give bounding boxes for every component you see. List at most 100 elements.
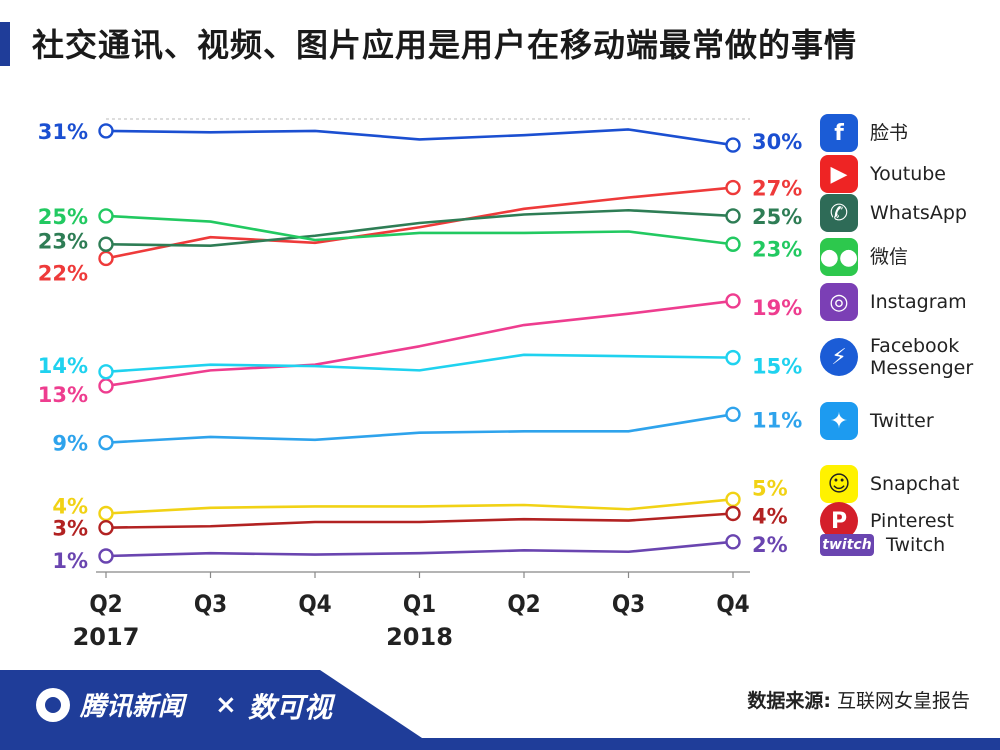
x-tick-label: Q4 (298, 590, 331, 618)
messenger-icon: ⚡ (820, 338, 858, 376)
x-year-label: 2017 (73, 623, 140, 651)
footer-band (0, 670, 1000, 750)
legend-label: Pinterest (870, 510, 954, 532)
series-end-point (725, 349, 741, 366)
facebook-icon: f (820, 114, 858, 152)
x-tick-label: Q3 (194, 590, 227, 618)
legend-item: P Pinterest (820, 502, 954, 540)
series-start-label: 23% (38, 229, 88, 253)
data-source: 数据来源: 互联网女皇报告 (747, 686, 970, 713)
series-line (105, 186, 734, 260)
series-end-label: 30% (752, 130, 802, 154)
source-label: 数据来源: (747, 690, 831, 712)
brand-left-text: 腾讯新闻 (80, 692, 185, 722)
series-line (105, 208, 734, 247)
series-end-label: 27% (752, 177, 802, 201)
series-start-label: 22% (38, 261, 88, 285)
series-start-label: 3% (52, 517, 88, 541)
series-end-point (725, 491, 741, 508)
tencent-news-brand: 腾讯新闻 (36, 686, 184, 723)
legend-label: Instagram (870, 291, 967, 313)
instagram-icon: ◎ (820, 283, 858, 321)
legend-label: Youtube (870, 163, 946, 185)
legend-item: f 脸书 (820, 114, 908, 152)
series-start-label: 31% (38, 120, 88, 144)
legend-item: ▶ Youtube (820, 155, 946, 193)
legend-label: 微信 (870, 246, 909, 268)
series-line (105, 498, 734, 515)
series-end-label: 15% (752, 355, 802, 379)
series-line (105, 128, 734, 147)
series-line (105, 512, 734, 529)
whatsapp-icon: ✆ (820, 194, 858, 232)
series-line (105, 540, 734, 558)
series-start-label: 13% (38, 383, 88, 407)
legend-label: 脸书 (870, 122, 909, 144)
legend-label: WhatsApp (870, 202, 967, 224)
series-end-label: 5% (752, 476, 788, 500)
snapchat-icon: ☺ (820, 465, 858, 503)
source-value: 互联网女皇报告 (836, 690, 970, 712)
youtube-icon: ▶ (820, 155, 858, 193)
series-end-point (725, 236, 741, 252)
legend-item: twitch Twitch (820, 534, 945, 556)
series-start-label: 9% (52, 432, 88, 456)
series-end-label: 2% (752, 533, 788, 557)
wechat-icon: ●● (820, 238, 858, 276)
series-start-point (98, 208, 114, 224)
legend-item: ✆ WhatsApp (820, 194, 967, 232)
series-line (105, 413, 734, 444)
series-start-point (98, 378, 114, 394)
series-end-point (725, 179, 741, 196)
series-end-point (725, 137, 741, 153)
series-end-label: 25% (752, 205, 802, 229)
legend-label: Snapchat (870, 473, 960, 495)
series-start-label: 4% (52, 494, 88, 518)
series-start-label: 25% (38, 205, 88, 229)
x-tick-label: Q4 (716, 590, 749, 618)
legend-label: Twitch (886, 534, 946, 556)
legend-item: ●● 微信 (820, 238, 908, 276)
series-end-label: 4% (752, 504, 788, 528)
series-end-point (725, 293, 741, 309)
series-end-point (725, 406, 741, 422)
tencent-news-logo-icon (36, 687, 70, 722)
series-start-point (98, 548, 114, 564)
twitter-icon: ✦ (820, 402, 858, 440)
shukeshi-brand: 数可视 (248, 691, 333, 724)
legend-item: ◎ Instagram (820, 283, 967, 321)
series-start-point (98, 364, 114, 380)
series-start-point (98, 250, 114, 267)
pinterest-icon: P (820, 502, 858, 540)
x-tick-label: Q3 (612, 590, 645, 618)
series-start-label: 1% (52, 549, 88, 573)
legend-item: ✦ Twitter (820, 402, 934, 440)
series-end-label: 23% (752, 237, 802, 261)
series-end-point (725, 534, 741, 550)
series-end-point (725, 505, 741, 522)
series-start-point (98, 434, 114, 451)
series-start-point (98, 519, 114, 536)
legend-label: Facebook Messenger (870, 335, 974, 379)
series-line (105, 299, 734, 388)
series-start-point (98, 505, 114, 522)
brand-separator: × (215, 690, 237, 720)
series-start-point (98, 123, 114, 139)
x-tick-label: Q2 (89, 590, 122, 618)
title-accent-bar (0, 22, 10, 66)
x-tick-label: Q2 (507, 590, 540, 618)
series-start-point (98, 236, 114, 252)
legend-label: Twitter (870, 410, 934, 432)
x-year-label: 2018 (386, 623, 453, 651)
series-end-label: 19% (752, 296, 802, 320)
chart-title: 社交通讯、视频、图片应用是用户在移动端最常做的事情 (32, 26, 858, 64)
series-end-point (725, 208, 741, 224)
x-tick-label: Q1 (403, 590, 436, 618)
series-line (105, 353, 734, 374)
series-end-label: 11% (752, 408, 802, 432)
legend-item: ⚡ Facebook Messenger (820, 335, 973, 379)
twitch-icon: twitch (820, 534, 874, 556)
legend-item: ☺ Snapchat (820, 465, 959, 503)
series-start-label: 14% (38, 354, 88, 378)
